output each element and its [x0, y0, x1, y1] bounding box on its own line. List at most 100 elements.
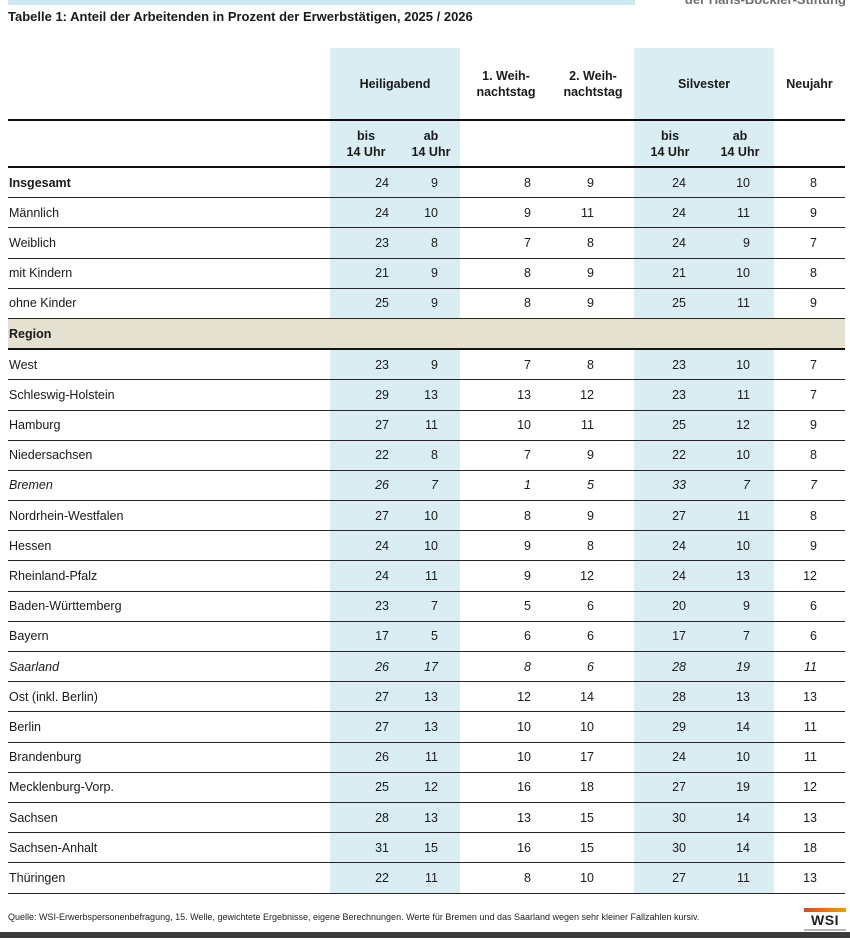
holiday-work-table: Heiligabend 1. Weih- nachtstag 2. Weih- … — [8, 48, 845, 894]
value-cell: 33 — [634, 470, 706, 502]
value-cell: 11 — [774, 711, 845, 743]
value-cell: 26 — [330, 742, 402, 773]
value-cell: 10 — [552, 862, 634, 894]
row-label: Schleswig-Holstein — [8, 379, 330, 411]
value-cell: 11 — [706, 500, 774, 532]
value-cell: 13 — [402, 681, 460, 713]
value-cell: 5 — [552, 470, 634, 502]
value-cell: 24 — [330, 197, 402, 229]
value-cell: 7 — [774, 470, 845, 502]
value-cell: 12 — [706, 410, 774, 441]
col-header-neujahr: Neujahr — [774, 48, 845, 121]
sub-header-heiligabend-ab: ab 14 Uhr — [402, 120, 460, 168]
table-row: Niedersachsen 22 8 7 9 22 10 8 — [8, 440, 845, 471]
value-cell: 9 — [774, 410, 845, 441]
table-row: Brandenburg 26 11 10 17 24 10 11 — [8, 742, 845, 773]
value-cell: 22 — [330, 440, 402, 471]
value-cell: 7 — [460, 227, 552, 259]
table-row: West 23 9 7 8 23 10 7 — [8, 349, 845, 381]
value-cell: 13 — [706, 560, 774, 592]
value-cell: 10 — [706, 349, 774, 381]
value-cell: 9 — [774, 197, 845, 229]
value-cell: 13 — [460, 379, 552, 411]
value-cell: 28 — [634, 681, 706, 713]
value-cell: 9 — [552, 440, 634, 471]
value-cell: 27 — [330, 410, 402, 441]
value-cell: 24 — [634, 560, 706, 592]
value-cell: 9 — [402, 167, 460, 199]
value-cell: 14 — [706, 802, 774, 834]
col-header-weihnachtstag-2: 2. Weih- nachtstag — [552, 48, 634, 121]
value-cell: 23 — [330, 227, 402, 259]
col-header-line: 1. Weih- — [482, 68, 530, 83]
value-cell: 13 — [774, 862, 845, 894]
value-cell: 8 — [460, 651, 552, 683]
row-label: Niedersachsen — [8, 440, 330, 471]
table-row: Ost (inkl. Berlin) 27 13 12 14 28 13 13 — [8, 681, 845, 713]
col-group-silvester: Silvester — [634, 48, 774, 121]
value-cell: 9 — [402, 258, 460, 289]
value-cell: 11 — [774, 651, 845, 683]
section-label: Region — [8, 318, 845, 351]
value-cell: 9 — [460, 197, 552, 229]
value-cell: 6 — [552, 591, 634, 622]
value-cell: 8 — [774, 167, 845, 199]
value-cell: 27 — [634, 772, 706, 803]
value-cell: 9 — [402, 349, 460, 381]
row-label: Brandenburg — [8, 742, 330, 773]
value-cell: 7 — [402, 591, 460, 622]
value-cell: 19 — [706, 772, 774, 803]
row-label: Sachsen — [8, 802, 330, 834]
row-label: Thüringen — [8, 862, 330, 894]
sub-header-line: ab — [732, 128, 748, 143]
value-cell: 11 — [706, 862, 774, 894]
value-cell: 8 — [552, 227, 634, 259]
value-cell: 10 — [402, 500, 460, 532]
table-body: Insgesamt 24 9 8 9 24 10 8 Männlich 24 10 9 11 24 11 9 W… — [8, 167, 845, 894]
value-cell: 23 — [330, 591, 402, 622]
col-header-line: nachtstag — [476, 84, 536, 99]
row-label: Mecklenburg-Vorp. — [8, 772, 330, 803]
value-cell: 11 — [706, 197, 774, 229]
value-cell: 12 — [552, 560, 634, 592]
value-cell: 8 — [460, 167, 552, 199]
value-cell: 31 — [330, 832, 402, 864]
value-cell: 11 — [402, 862, 460, 894]
value-cell: 15 — [402, 832, 460, 864]
value-cell: 11 — [774, 742, 845, 773]
value-cell: 13 — [460, 802, 552, 834]
sub-header-line: ab — [423, 128, 439, 143]
sub-header-heiligabend-bis: bis 14 Uhr — [330, 120, 402, 168]
value-cell: 20 — [634, 591, 706, 622]
value-cell: 25 — [634, 288, 706, 319]
sub-header-line: 14 Uhr — [650, 144, 690, 159]
value-cell: 17 — [552, 742, 634, 773]
row-label: mit Kindern — [8, 258, 330, 289]
row-label: Baden-Württemberg — [8, 591, 330, 622]
value-cell: 10 — [460, 742, 552, 773]
value-cell: 28 — [634, 651, 706, 683]
value-cell: 10 — [706, 530, 774, 562]
table-row: Sachsen 28 13 13 15 30 14 13 — [8, 802, 845, 834]
value-cell: 10 — [706, 440, 774, 471]
table-row: Hamburg 27 11 10 11 25 12 9 — [8, 410, 845, 441]
value-cell: 9 — [552, 167, 634, 199]
value-cell: 9 — [402, 288, 460, 319]
value-cell: 29 — [634, 711, 706, 743]
value-cell: 26 — [330, 470, 402, 502]
value-cell: 6 — [552, 621, 634, 653]
value-cell: 8 — [774, 500, 845, 532]
value-cell: 23 — [634, 379, 706, 411]
value-cell: 12 — [552, 379, 634, 411]
value-cell: 9 — [460, 560, 552, 592]
value-cell: 13 — [706, 681, 774, 713]
sub-header-silvester-ab: ab 14 Uhr — [706, 120, 774, 168]
value-cell: 10 — [706, 167, 774, 199]
wsi-logo: WSI — [804, 908, 846, 931]
row-label: West — [8, 349, 330, 381]
org-note-clipped: der Hans-Böckler-Stiftung — [606, 0, 846, 8]
table-header: Heiligabend 1. Weih- nachtstag 2. Weih- … — [8, 48, 845, 168]
value-cell: 10 — [706, 742, 774, 773]
org-note-text: der Hans-Böckler-Stiftung — [606, 0, 846, 7]
empty-header-cell — [8, 48, 330, 121]
